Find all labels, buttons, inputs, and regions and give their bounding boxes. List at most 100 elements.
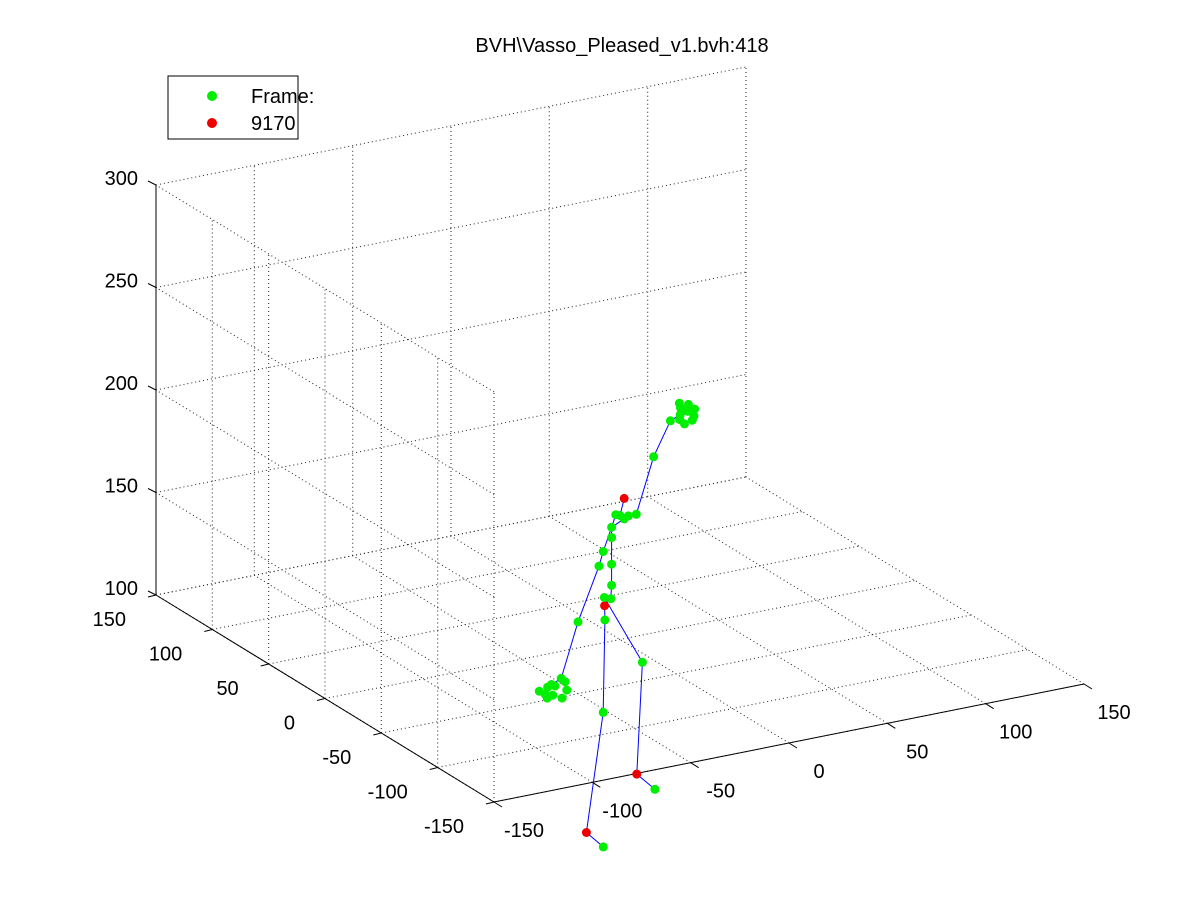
joint-left_upperarm — [631, 509, 641, 519]
grid-floor-y-line — [437, 649, 1028, 768]
y-tick-mark — [485, 801, 495, 805]
bone-right_knee-right_ankle — [585, 712, 604, 833]
joint-neck2 — [607, 522, 617, 532]
joint-right_knee — [598, 707, 608, 717]
joint-right_hip — [600, 615, 610, 625]
joint-right_finger9 — [560, 677, 570, 687]
z-tick-mark — [147, 180, 157, 186]
axes — [147, 180, 1093, 808]
z-tick-label: 300 — [105, 168, 138, 190]
legend-label-frame: Frame: — [251, 86, 314, 108]
joint-right_finger6 — [562, 685, 572, 695]
y-tick-label: -100 — [368, 782, 408, 804]
z-tick-mark — [147, 488, 157, 493]
joint-right_finger7 — [557, 693, 567, 703]
joint-head_top — [619, 493, 629, 503]
x-tick-mark — [985, 703, 994, 710]
bone-right_hip-right_knee — [602, 619, 606, 713]
grid-floor-y-line — [381, 614, 972, 734]
grid-back-z-line — [155, 374, 747, 493]
joint-left_finger7 — [675, 415, 685, 425]
joint-right_finger10 — [540, 689, 550, 699]
x-tick-mark — [493, 801, 503, 808]
y-tick-label: 100 — [149, 644, 182, 666]
y-tick-mark — [204, 629, 213, 632]
grid-back-z-line — [155, 271, 747, 391]
y-tick-label: 0 — [284, 713, 295, 735]
z-tick-mark — [147, 385, 157, 391]
y-tick-label: -50 — [322, 747, 351, 769]
y-tick-mark — [373, 732, 382, 736]
y-tick-mark — [147, 594, 157, 598]
bone-right_forearm-right_hand — [560, 621, 579, 679]
grid-floor-y-line — [268, 545, 859, 665]
legend: Frame: 9170 — [167, 75, 314, 140]
x-tick-label: -150 — [504, 820, 544, 842]
grid-left-z-line — [155, 492, 495, 700]
joint-left_forearm — [649, 452, 659, 462]
grid-back-z-line — [155, 169, 747, 288]
grid-lines — [155, 66, 1085, 803]
joint-left_finger2 — [683, 406, 693, 416]
joint-spine3 — [607, 559, 617, 569]
z-tick-label: 200 — [105, 373, 138, 395]
y-tick-label: 150 — [93, 609, 126, 631]
z-tick-label: 150 — [105, 476, 138, 498]
x-tick-label: 0 — [813, 761, 824, 783]
bone-left_upperarm-left_forearm — [635, 456, 655, 515]
legend-box — [167, 75, 299, 140]
joint-left_knee — [637, 657, 647, 667]
y-tick-label: -150 — [424, 816, 464, 838]
x-tick-mark — [788, 742, 798, 749]
grid-back-z-line — [155, 66, 747, 186]
joint-left_shoulder — [623, 511, 633, 521]
joint-right_finger3 — [550, 681, 560, 691]
bone-left_forearm-left_hand — [653, 420, 671, 458]
joint-right_shoulder — [598, 547, 608, 556]
y-tick-mark — [316, 698, 326, 701]
x-tick-label: -100 — [602, 800, 642, 822]
x-tick-label: 50 — [906, 741, 928, 763]
z-tick-label: 100 — [105, 578, 138, 600]
x-tick-mark — [887, 722, 896, 729]
legend-marker-number — [207, 118, 217, 128]
z-tick-mark — [147, 283, 157, 288]
chart-title: BVH\Vasso_Pleased_v1.bvh:418 — [475, 35, 768, 57]
legend-label-number: 9170 — [251, 113, 296, 135]
joint-left_finger8 — [690, 404, 700, 414]
x-tick-label: 100 — [999, 722, 1032, 744]
joint-right_upperarm — [594, 561, 604, 571]
skeleton-joints — [534, 398, 700, 852]
bone-left_knee-left_ankle — [636, 662, 643, 775]
joint-right_ankle — [581, 828, 591, 837]
joint-left_ankle — [632, 769, 642, 779]
grid-back-z-line — [155, 476, 747, 596]
grid-floor-y-line — [324, 580, 916, 699]
x-tick-mark — [1083, 683, 1093, 690]
joint-right_finger2 — [543, 682, 553, 692]
bone-left_hip-left_knee — [603, 597, 643, 663]
joint-hips — [600, 601, 610, 611]
x-tick-label: 150 — [1097, 702, 1130, 724]
joint-left_finger9 — [687, 415, 697, 425]
y-tick-mark — [260, 663, 269, 667]
joint-left_finger10 — [674, 398, 684, 408]
joint-left_finger6 — [683, 399, 693, 409]
grid-floor-x-line — [647, 496, 986, 705]
joint-neck — [607, 533, 617, 543]
z-tick-mark — [147, 590, 157, 596]
grid-floor-x-line — [549, 515, 888, 724]
grid-left-z-line — [155, 287, 495, 495]
joint-spine2 — [607, 580, 617, 590]
grid-floor-y-line — [212, 511, 803, 630]
joint-left_toe — [650, 784, 660, 794]
z-tick-label: 250 — [105, 271, 138, 293]
grid-left-z-line — [155, 184, 495, 393]
bone-right_upperarm-right_forearm — [577, 565, 600, 623]
x-tick-label: -50 — [706, 781, 735, 803]
x-tick-mark — [690, 762, 699, 769]
y-tick-mark — [429, 767, 438, 770]
joint-right_toe — [598, 842, 608, 852]
tick-labels: -150 -100 -50 0 50 100 150 -150 -100 -50 0 50 100 150… — [93, 168, 1131, 842]
